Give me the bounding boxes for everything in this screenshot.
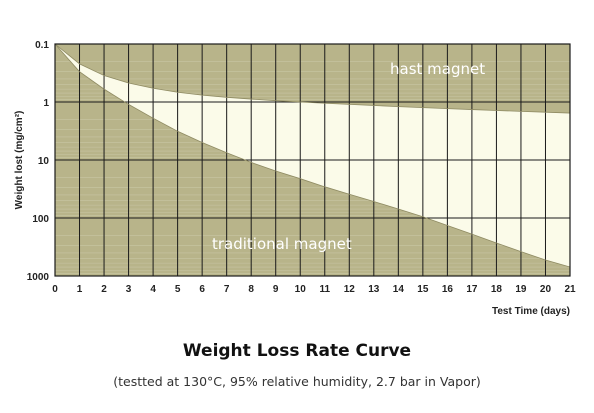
traditional-magnet-label: traditional magnet [212,235,352,253]
x-tick-label: 15 [417,284,429,295]
x-axis-label: Test Time (days) [492,306,570,317]
x-tick-label: 3 [126,284,132,295]
chart-subtitle: (testted at 130°C, 95% relative humidity… [113,374,481,389]
x-axis-ticks: 0 1 2 3 4 5 6 7 8 9 10 11 12 13 14 15 16 17 18 19 20 21 [52,284,576,295]
x-tick-label: 8 [248,284,254,295]
series-line-0 [54,43,571,114]
y-tick-label: 0.1 [35,40,49,51]
hast-magnet-label: hast magnet [390,60,485,78]
y-tick-label: 1000 [27,272,50,283]
y-tick-label: 10 [38,156,50,167]
x-tick-label: 14 [393,284,405,295]
x-tick-label: 9 [273,284,279,295]
x-tick-label: 1 [77,284,83,295]
x-tick-label: 6 [199,284,205,295]
x-tick-label: 2 [101,284,107,295]
x-tick-label: 7 [224,284,230,295]
x-tick-label: 20 [540,284,552,295]
y-tick-label: 1 [43,98,49,109]
x-tick-label: 5 [175,284,181,295]
x-tick-label: 13 [368,284,380,295]
x-tick-label: 18 [491,284,503,295]
x-tick-label: 16 [442,284,454,295]
y-tick-label: 100 [32,214,49,225]
x-tick-label: 21 [564,284,576,295]
x-tick-label: 12 [344,284,356,295]
plot-border [54,43,571,277]
x-tick-label: 4 [150,284,156,295]
y-axis-ticks: 0.1 1 10 100 1000 [27,40,50,283]
series-line-1 [54,43,571,268]
x-tick-label: 10 [295,284,307,295]
y-axis-label: Weight lost (mg/cm²) [14,111,25,210]
difference-band [55,44,570,268]
x-tick-label: 17 [466,284,478,295]
x-tick-label: 0 [52,284,58,295]
chart-title: Weight Loss Rate Curve [182,341,412,361]
plot-area [54,43,571,277]
x-tick-label: 11 [319,284,330,295]
x-tick-label: 19 [515,284,527,295]
